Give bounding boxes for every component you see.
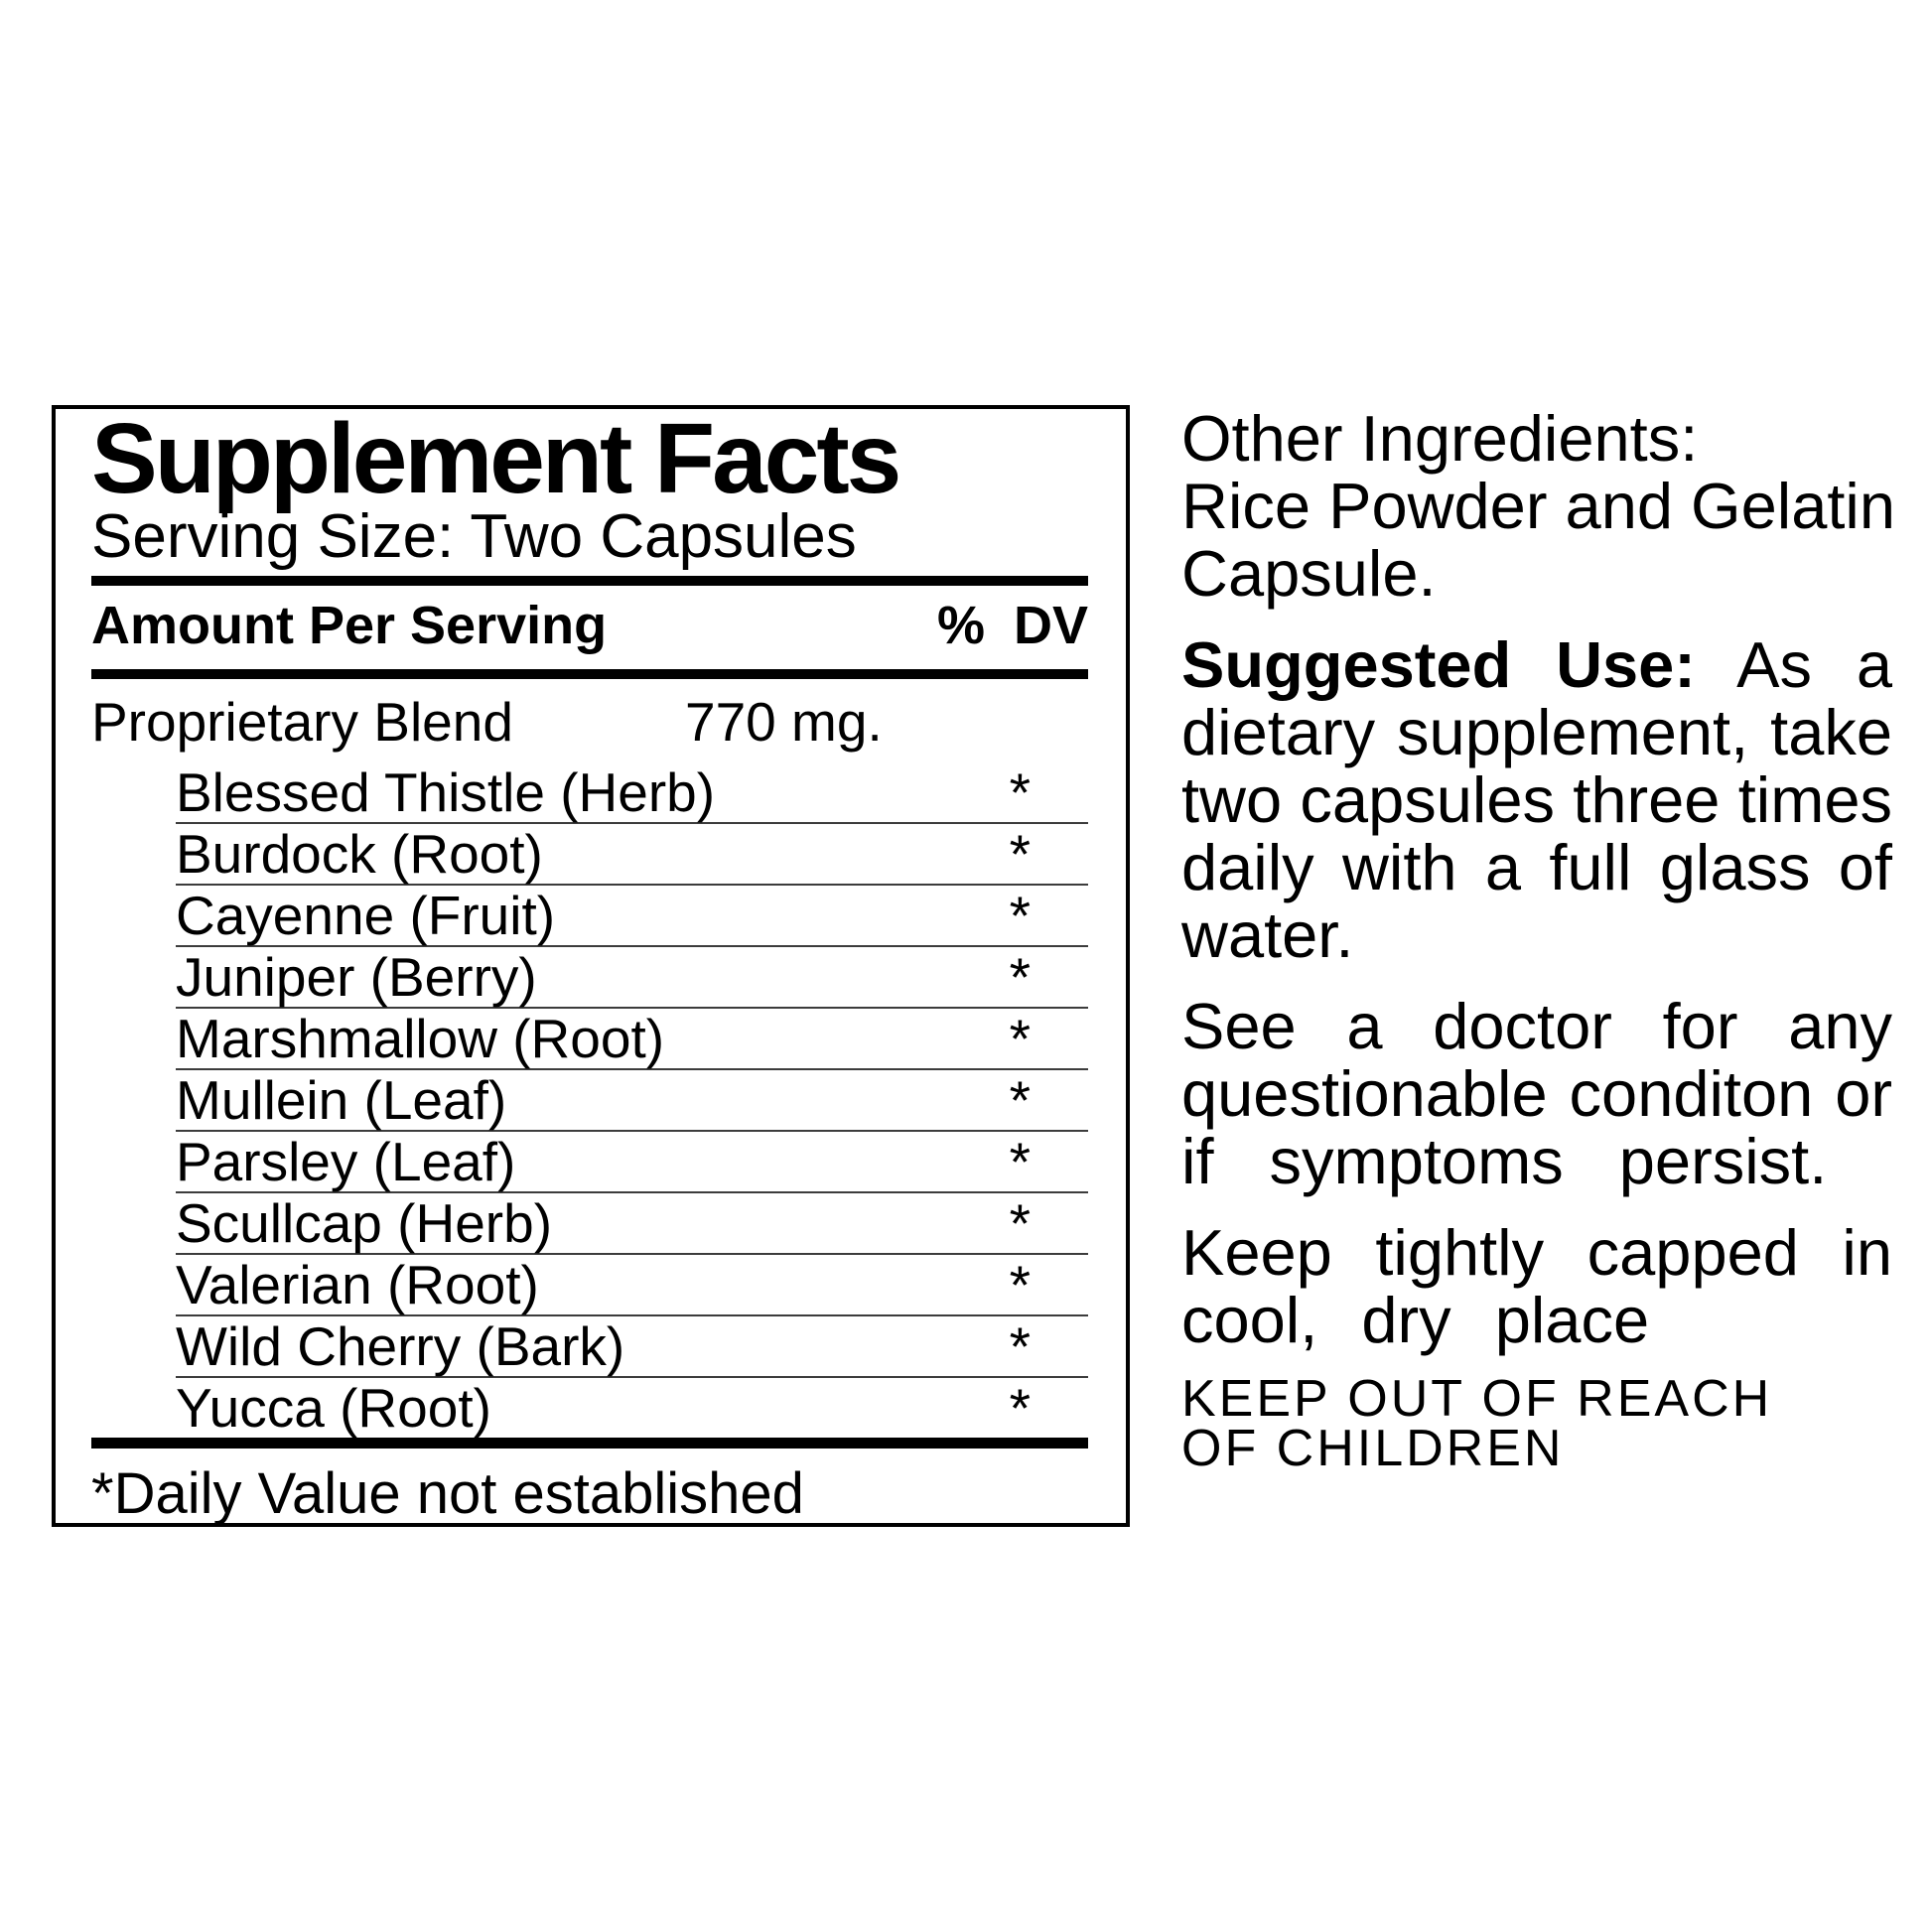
ingredient-name: Valerian (Root) xyxy=(176,1254,539,1315)
storage-note-line: cool, dry place xyxy=(1181,1284,1650,1356)
suggested-use-line: water. xyxy=(1181,898,1354,971)
ingredient-dv: * xyxy=(1009,1377,1031,1439)
ingredient-dv: * xyxy=(1009,1192,1031,1254)
suggested-use-paragraph: Suggested Use: As a dietary supplement, … xyxy=(1181,631,1892,969)
amount-per-serving-header: Amount Per Serving xyxy=(91,596,608,655)
suggested-use-label: Suggested Use: xyxy=(1181,628,1696,701)
thick-rule-top xyxy=(91,576,1088,586)
doctor-note-paragraph: See a doctor for any questionable condit… xyxy=(1181,993,1892,1195)
ingredient-name: Wild Cherry (Bark) xyxy=(176,1315,625,1377)
warning-line: OF CHILDREN xyxy=(1181,1420,1565,1477)
table-row: Marshmallow (Root) * xyxy=(176,1009,1088,1070)
ingredient-name: Marshmallow (Root) xyxy=(176,1008,665,1069)
table-row: Cayenne (Fruit) * xyxy=(176,886,1088,947)
panel-title: Supplement Facts xyxy=(91,403,901,514)
ingredient-dv: * xyxy=(1009,1315,1031,1377)
table-row: Wild Cherry (Bark) * xyxy=(176,1316,1088,1378)
ingredient-dv: * xyxy=(1009,823,1031,885)
table-row: Juniper (Berry) * xyxy=(176,947,1088,1009)
storage-note-paragraph: Keep tightly capped in cool, dry place xyxy=(1181,1219,1892,1354)
serving-size-text: Serving Size: Two Capsules xyxy=(91,502,857,571)
suggested-use-line: two capsules three times xyxy=(1181,763,1892,836)
suggested-use-line: Suggested Use: As a xyxy=(1181,631,1892,699)
other-ingredients-heading: Other Ingredients: xyxy=(1181,402,1699,475)
table-row: Burdock (Root) * xyxy=(176,824,1088,886)
table-row: Valerian (Root) * xyxy=(176,1255,1088,1316)
warning-line: KEEP OUT OF REACH xyxy=(1181,1370,1773,1428)
ingredient-name: Juniper (Berry) xyxy=(176,946,537,1008)
ingredient-name: Parsley (Leaf) xyxy=(176,1131,516,1192)
ingredient-name: Mullein (Leaf) xyxy=(176,1069,507,1131)
other-ingredients-line: Rice Powder and Gelatin xyxy=(1181,470,1895,542)
proprietary-blend-row: Proprietary Blend 770 mg. xyxy=(91,691,1088,753)
ingredient-name: Scullcap (Herb) xyxy=(176,1192,553,1254)
blend-name: Proprietary Blend xyxy=(91,691,513,753)
ingredient-dv: * xyxy=(1009,1131,1031,1192)
table-row: Blessed Thistle (Herb) * xyxy=(176,762,1088,824)
percent-dv-header: % DV xyxy=(936,596,1088,655)
ingredient-name: Burdock (Root) xyxy=(176,823,543,885)
ingredient-dv: * xyxy=(1009,1069,1031,1131)
suggested-use-line: dietary supplement, take xyxy=(1181,696,1892,768)
supplement-facts-panel: Supplement Facts Serving Size: Two Capsu… xyxy=(52,405,1130,1527)
doctor-note-line: See a doctor for any xyxy=(1181,990,1892,1062)
thick-rule-header xyxy=(91,669,1088,679)
daily-value-footnote: *Daily Value not established xyxy=(91,1461,804,1526)
table-row: Yucca (Root) * xyxy=(176,1378,1088,1438)
label-right-column: Other Ingredients: Rice Powder and Gelat… xyxy=(1181,402,1895,1477)
ingredient-dv: * xyxy=(1009,1254,1031,1315)
ingredient-dv: * xyxy=(1009,761,1031,823)
ingredient-dv: * xyxy=(1009,885,1031,946)
storage-note-line: Keep tightly capped in xyxy=(1181,1216,1892,1289)
ingredient-name: Blessed Thistle (Herb) xyxy=(176,761,716,823)
ingredient-list: Blessed Thistle (Herb) * Burdock (Root) … xyxy=(91,762,1088,1438)
ingredient-name: Cayenne (Fruit) xyxy=(176,885,556,946)
table-row: Mullein (Leaf) * xyxy=(176,1070,1088,1132)
other-ingredients-paragraph: Other Ingredients: Rice Powder and Gelat… xyxy=(1181,402,1895,610)
doctor-note-line: questionable conditon or xyxy=(1181,1057,1892,1130)
keep-out-of-reach-warning: KEEP OUT OF REACH OF CHILDREN xyxy=(1181,1370,1892,1477)
ingredient-name: Yucca (Root) xyxy=(176,1377,491,1439)
ingredient-dv: * xyxy=(1009,1008,1031,1069)
table-header-row: Amount Per Serving % DV xyxy=(91,596,1088,655)
table-row: Scullcap (Herb) * xyxy=(176,1193,1088,1255)
suggested-use-line: daily with a full glass of xyxy=(1181,831,1892,903)
blend-amount: 770 mg. xyxy=(685,691,883,753)
suggested-use-text: As a xyxy=(1736,628,1892,701)
other-ingredients-line: Capsule. xyxy=(1181,537,1437,610)
ingredient-dv: * xyxy=(1009,946,1031,1008)
doctor-note-line: if symptoms persist. xyxy=(1181,1125,1828,1197)
thick-rule-bottom xyxy=(91,1438,1088,1449)
table-row: Parsley (Leaf) * xyxy=(176,1132,1088,1193)
